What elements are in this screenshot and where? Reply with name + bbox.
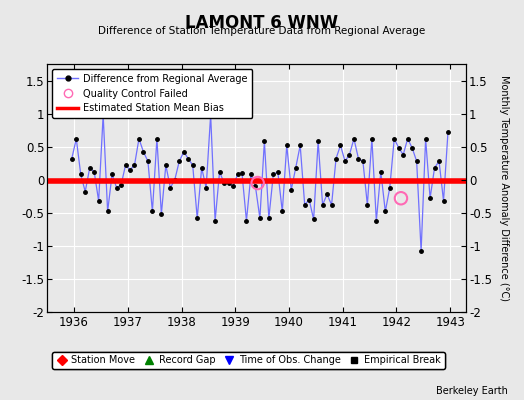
Legend: Station Move, Record Gap, Time of Obs. Change, Empirical Break: Station Move, Record Gap, Time of Obs. C… bbox=[52, 352, 444, 369]
Text: Difference of Station Temperature Data from Regional Average: Difference of Station Temperature Data f… bbox=[99, 26, 425, 36]
Point bbox=[397, 195, 405, 202]
Text: Berkeley Earth: Berkeley Earth bbox=[436, 386, 508, 396]
Y-axis label: Monthly Temperature Anomaly Difference (°C): Monthly Temperature Anomaly Difference (… bbox=[499, 75, 509, 301]
Text: LAMONT 6 WNW: LAMONT 6 WNW bbox=[185, 14, 339, 32]
Point bbox=[254, 180, 262, 186]
